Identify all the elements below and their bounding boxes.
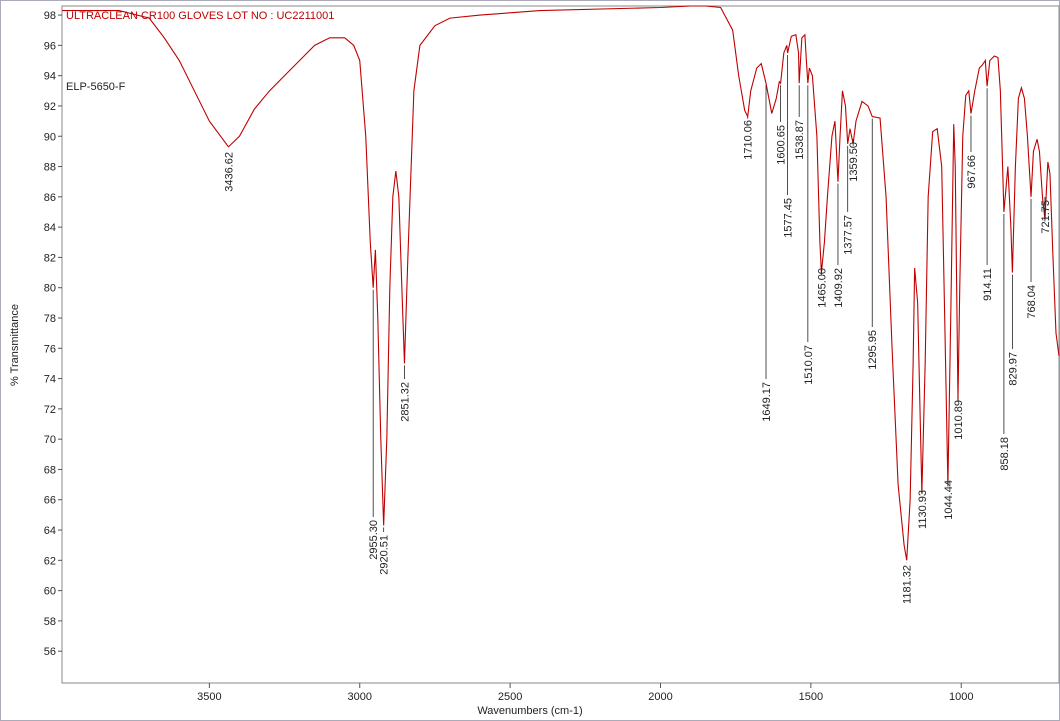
y-tick-label: 92	[44, 101, 56, 113]
y-tick-label: 88	[44, 162, 56, 174]
y-tick-label: 70	[44, 434, 56, 446]
peak-label: 1044.44	[943, 480, 955, 520]
peak-label: 1577.45	[783, 198, 795, 238]
chart-subtitle: ELP-5650-F	[66, 81, 126, 93]
y-tick-label: 60	[44, 586, 56, 598]
x-tick-label: 3000	[348, 691, 372, 703]
x-axis-label: Wavenumbers (cm-1)	[477, 705, 582, 717]
y-tick-label: 64	[44, 525, 56, 537]
y-tick-label: 98	[44, 10, 56, 22]
peak-label: 1538.87	[794, 120, 806, 160]
x-tick-label: 2500	[498, 691, 522, 703]
peak-label: 1377.57	[843, 215, 855, 255]
x-tick-label: 2000	[648, 691, 672, 703]
spectrum-line	[62, 5, 1060, 561]
y-tick-label: 86	[44, 192, 56, 204]
y-tick-label: 76	[44, 343, 56, 355]
x-tick-label: 1500	[799, 691, 823, 703]
y-tick-label: 96	[44, 40, 56, 52]
peak-label: 2851.32	[399, 382, 411, 422]
x-tick-label: 3500	[197, 691, 221, 703]
peak-label: 1510.07	[803, 345, 815, 385]
x-tick-label: 1000	[949, 691, 973, 703]
peak-label: 1710.06	[743, 120, 755, 160]
y-tick-label: 56	[44, 646, 56, 658]
peak-label: 2920.51	[379, 535, 391, 575]
peak-label: 858.18	[999, 437, 1011, 471]
chart-title: ULTRACLEAN CR100 GLOVES LOT NO : UC22110…	[66, 10, 334, 22]
y-tick-label: 78	[44, 313, 56, 325]
y-tick-label: 74	[44, 374, 56, 386]
y-tick-label: 72	[44, 404, 56, 416]
peak-label: 1010.89	[953, 400, 965, 440]
plot-area	[61, 5, 1060, 684]
peak-label: 721.75	[1040, 200, 1052, 234]
y-axis-label: % Transmittance	[9, 304, 21, 386]
peak-label: 768.04	[1026, 285, 1038, 319]
y-tick-label: 80	[44, 283, 56, 295]
peak-label: 1359.50	[848, 142, 860, 182]
peak-label: 914.11	[982, 268, 994, 301]
y-tick-label: 94	[44, 71, 56, 83]
peak-label: 1600.65	[776, 125, 788, 165]
peak-label: 1465.00	[816, 268, 828, 308]
peak-label: 1409.92	[833, 268, 845, 308]
y-tick-label: 82	[44, 252, 56, 264]
peak-label: 1181.32	[902, 565, 914, 604]
peak-label: 1649.17	[761, 382, 773, 422]
y-tick-label: 62	[44, 555, 56, 567]
peak-label: 2955.30	[368, 520, 380, 560]
peak-label: 1130.93	[917, 490, 929, 529]
peak-label: 1295.95	[867, 330, 879, 370]
y-tick-label: 90	[44, 131, 56, 143]
peak-label: 3436.62	[223, 152, 235, 192]
peak-label: 967.66	[966, 155, 978, 189]
y-tick-label: 66	[44, 495, 56, 507]
y-tick-label: 84	[44, 222, 56, 234]
y-tick-label: 68	[44, 464, 56, 476]
y-tick-label: 58	[44, 616, 56, 628]
peak-label: 829.97	[1007, 352, 1019, 386]
